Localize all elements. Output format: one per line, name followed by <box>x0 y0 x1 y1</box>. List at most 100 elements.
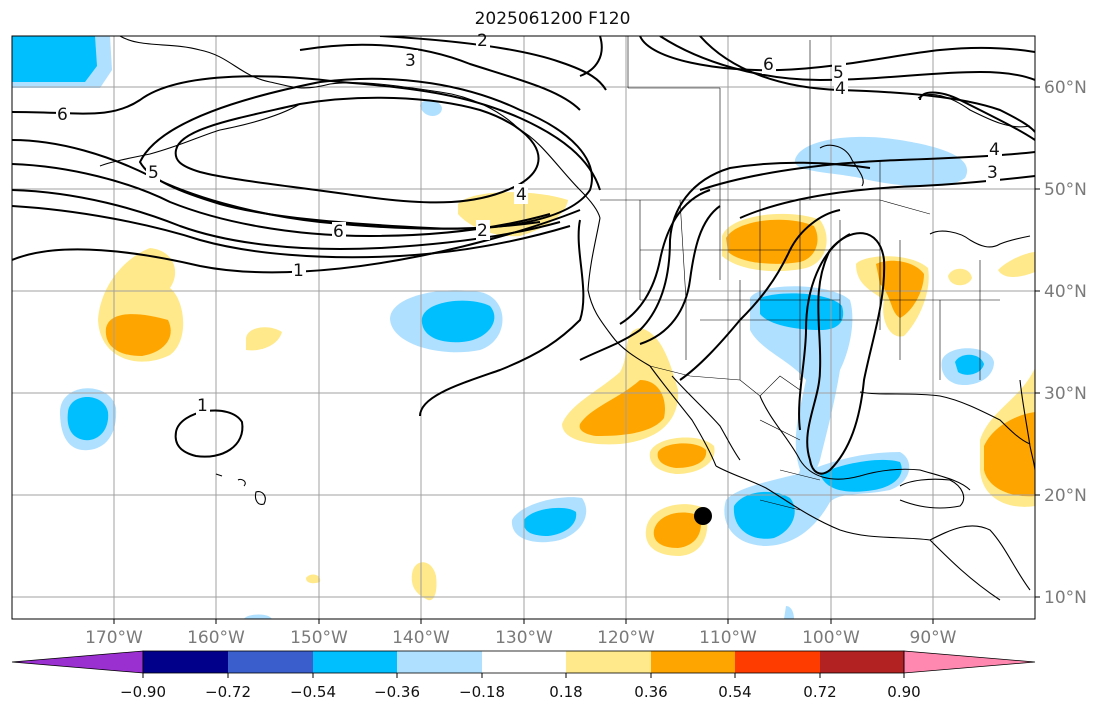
contour-low-loop-inner <box>174 96 540 204</box>
colorbar-segment <box>651 651 735 673</box>
colorbar-tick-label: 0.18 <box>549 683 582 701</box>
contour-label: 2 <box>477 221 488 241</box>
contour-label: 1 <box>293 261 304 281</box>
hawaii-2 <box>237 478 246 487</box>
pos-anomaly-small-blob <box>246 327 282 351</box>
us-canada-border <box>600 199 931 215</box>
colorbar: −0.90 −0.72 −0.54 −0.36 −0.18 0.18 0.36 … <box>11 650 1036 701</box>
colorbar-tick-label: −0.90 <box>120 683 166 701</box>
contour-label: 5 <box>833 63 844 83</box>
lat-tick-label: 40°N <box>1044 282 1087 302</box>
neg-anomaly-great-plains-core <box>760 293 844 330</box>
neg-anomaly-mexico-core <box>733 491 795 539</box>
contour-trough-1 <box>419 219 585 417</box>
contour-north-5 <box>659 36 1035 82</box>
lon-tick-label: 110°W <box>699 628 757 648</box>
contour-label: 6 <box>57 105 68 125</box>
colorbar-tick-label: 0.54 <box>718 683 751 701</box>
pos-anomaly-great-lakes-small <box>948 268 972 286</box>
alaska-coast <box>119 36 601 219</box>
colorbar-segment <box>566 651 651 673</box>
coastlines <box>99 36 1035 601</box>
aleutians <box>99 103 301 167</box>
contour-labels: 2 3 6 5 4 6 6 5 4 4 3 2 1 1 <box>56 30 1002 416</box>
pos-anomaly-west-pacific-core <box>105 314 171 356</box>
contour-label: 6 <box>333 222 344 242</box>
gulf-mexico-coast <box>759 395 971 491</box>
colorbar-max-extend <box>903 650 1036 674</box>
map-area <box>12 36 1035 619</box>
contour-lines <box>12 36 1035 475</box>
neg-anomaly-ne-pacific-core <box>421 300 495 343</box>
hawaii-1 <box>215 473 223 477</box>
lon-tick-label: 90°W <box>910 628 957 648</box>
lat-tick-label: 50°N <box>1044 180 1087 200</box>
pos-anomaly-cabo-core <box>657 443 707 468</box>
florida <box>1019 379 1035 471</box>
neg-anomaly-central-pacific-core <box>67 397 109 441</box>
contour-label: 2 <box>477 31 488 51</box>
lat-tick-label: 20°N <box>1044 486 1087 506</box>
colorbar-tick-label: −0.18 <box>459 683 505 701</box>
central-america <box>929 525 1031 591</box>
pos-anomaly-baja-core <box>579 380 665 436</box>
pos-anomaly-tropical-small <box>411 562 437 601</box>
contour-2-north <box>379 36 607 91</box>
contour-6-north <box>12 75 601 191</box>
neg-anomaly-alaska-nw-core <box>12 36 97 82</box>
colorbar-segment <box>228 651 313 673</box>
location-marker <box>694 507 712 525</box>
colorbar-segment <box>735 651 820 673</box>
contour-label: 3 <box>987 163 998 183</box>
contour-label: 4 <box>516 185 527 205</box>
lat-tick-label: 30°N <box>1044 384 1087 404</box>
contour-label: 4 <box>989 140 1000 160</box>
colorbar-tick-label: 0.72 <box>803 683 836 701</box>
colorbar-tick-label: 0.36 <box>634 683 667 701</box>
colorbar-tick-label: 0.90 <box>887 683 920 701</box>
lon-tick-label: 140°W <box>392 628 450 648</box>
graticule <box>12 36 1035 619</box>
contour-4-west <box>12 163 551 238</box>
mexico-states <box>759 419 821 511</box>
lat-tick-label: 60°N <box>1044 78 1087 98</box>
contour-label: 5 <box>148 163 159 183</box>
colorbar-segment <box>397 651 482 673</box>
canada-islands <box>819 144 864 187</box>
neg-anomaly-south-edge <box>244 614 272 619</box>
gulf-california <box>671 375 741 461</box>
colorbar-tick-label: −0.72 <box>205 683 251 701</box>
anomaly-shading <box>12 36 1035 619</box>
lon-tick-label: 160°W <box>187 628 245 648</box>
contour-north-6 <box>639 36 1035 72</box>
contour-3-west <box>12 189 561 250</box>
lon-tick-label: 150°W <box>290 628 348 648</box>
contour-5-west <box>12 139 541 230</box>
colorbar-tick-label: −0.54 <box>290 683 336 701</box>
contour-east-loop-4 <box>919 91 1035 141</box>
state-borders <box>639 199 1000 380</box>
neg-anomaly-great-plains <box>750 286 853 489</box>
contour-north-4 <box>699 36 1035 133</box>
neg-anomaly-tropical-pacific-core <box>523 507 577 536</box>
colorbar-segment <box>313 651 397 673</box>
contour-1-loop <box>174 409 244 458</box>
colorbar-segment <box>143 651 228 673</box>
hawaii-3 <box>254 491 266 505</box>
canada-provinces <box>628 40 881 200</box>
lon-tick-label: 170°W <box>85 628 143 648</box>
baja-coast <box>649 365 717 467</box>
us-gulf-coast <box>859 391 1031 445</box>
contour-cutoff <box>806 232 886 475</box>
colorbar-tick-label: −0.36 <box>374 683 420 701</box>
contour-trough-4 <box>639 205 721 345</box>
contour-2-west <box>12 205 571 259</box>
lon-tick-label: 100°W <box>802 628 860 648</box>
latitude-axis: 60°N 50°N 40°N 30°N 20°N 10°N <box>1035 78 1087 608</box>
mexico-pacific-coast <box>715 465 1001 601</box>
contour-cutoff-outer <box>798 233 851 431</box>
lon-tick-label: 130°W <box>495 628 553 648</box>
lat-tick-label: 10°N <box>1044 588 1087 608</box>
contour-label: 6 <box>763 55 774 75</box>
us-west-coast <box>587 217 651 367</box>
